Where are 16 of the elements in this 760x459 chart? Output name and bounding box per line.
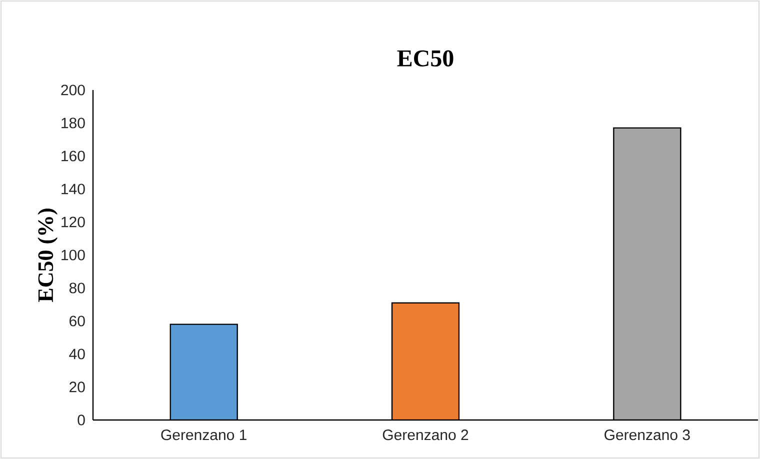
y-tick-label: 60: [70, 316, 85, 326]
x-tick-label: Gerenzano 1: [161, 430, 246, 440]
y-tick-label: 200: [61, 84, 85, 96]
y-tick-label: 80: [69, 282, 85, 294]
y-tick-label: 120: [62, 216, 85, 228]
x-tick-label: Gerenzano 3: [604, 430, 690, 440]
y-tick-label: 20: [70, 382, 85, 392]
y-tick-label: 180: [62, 118, 85, 128]
x-tick-label: Gerenzano 2: [382, 430, 468, 440]
y-tick-label: 160: [62, 150, 85, 162]
y-tick-label: 40: [69, 348, 85, 360]
chart-title: EC50: [397, 50, 454, 66]
y-tick-label: 140: [62, 184, 85, 194]
y-tick-label: 0: [78, 414, 85, 426]
y-axis-title: EC50 (%): [38, 208, 58, 302]
y-tick-label: 100: [62, 250, 85, 260]
